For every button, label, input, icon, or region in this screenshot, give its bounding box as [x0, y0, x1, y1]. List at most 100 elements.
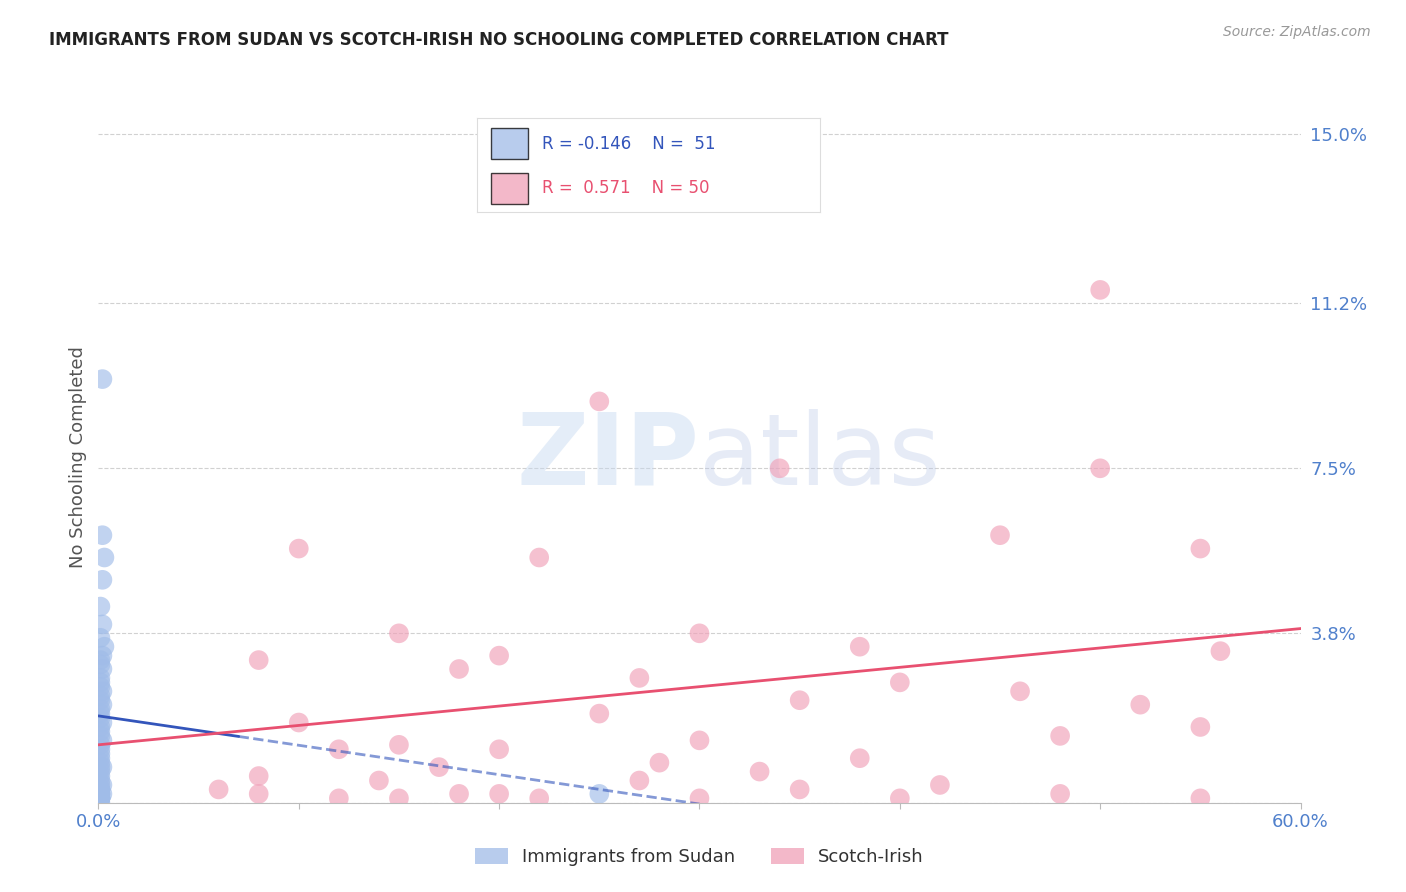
Point: [328, 791, 350, 805]
Point: [89, 778, 111, 792]
Y-axis label: No Schooling Completed: No Schooling Completed: [69, 346, 87, 568]
Point: [447, 787, 470, 801]
Point: [688, 791, 710, 805]
Point: [849, 640, 872, 654]
Point: [91, 372, 114, 386]
Point: [89, 729, 111, 743]
Point: [89, 791, 111, 805]
Point: [588, 706, 610, 721]
Point: [1129, 698, 1152, 712]
Point: [89, 760, 111, 774]
Point: [91, 662, 114, 676]
Point: [288, 715, 311, 730]
Point: [89, 675, 111, 690]
Point: [648, 756, 671, 770]
Point: [789, 693, 811, 707]
Point: [89, 671, 111, 685]
Point: [247, 653, 270, 667]
Point: [768, 461, 790, 475]
Point: [89, 791, 111, 805]
Point: [89, 653, 111, 667]
Point: [849, 751, 872, 765]
Point: [89, 631, 111, 645]
Point: [388, 791, 411, 805]
Point: [89, 769, 111, 783]
Point: [588, 787, 610, 801]
Point: [1330, 724, 1353, 739]
Point: [929, 778, 952, 792]
Point: [748, 764, 770, 779]
Point: [1189, 791, 1212, 805]
Point: [91, 617, 114, 632]
Point: [91, 760, 114, 774]
Point: [628, 773, 651, 788]
Point: [688, 626, 710, 640]
Point: [91, 778, 114, 792]
Text: IMMIGRANTS FROM SUDAN VS SCOTCH-IRISH NO SCHOOLING COMPLETED CORRELATION CHART: IMMIGRANTS FROM SUDAN VS SCOTCH-IRISH NO…: [49, 31, 949, 49]
Point: [89, 764, 111, 779]
Point: [91, 733, 114, 747]
Point: [328, 742, 350, 756]
Point: [89, 751, 111, 765]
Point: [1088, 461, 1111, 475]
Point: [89, 791, 111, 805]
Point: [89, 773, 111, 788]
Point: [529, 550, 551, 565]
Point: [89, 706, 111, 721]
Point: [447, 662, 470, 676]
Point: [89, 756, 111, 770]
Point: [427, 760, 450, 774]
Point: [89, 657, 111, 672]
Point: [1049, 729, 1071, 743]
Point: [89, 787, 111, 801]
Point: [93, 550, 115, 565]
Point: [488, 742, 510, 756]
Point: [368, 773, 391, 788]
Point: [889, 675, 911, 690]
Legend: Immigrants from Sudan, Scotch-Irish: Immigrants from Sudan, Scotch-Irish: [468, 840, 931, 873]
Point: [628, 671, 651, 685]
Point: [488, 787, 510, 801]
Point: [208, 782, 231, 797]
Text: Source: ZipAtlas.com: Source: ZipAtlas.com: [1223, 25, 1371, 39]
Point: [89, 738, 111, 752]
Point: [89, 782, 111, 797]
Point: [89, 680, 111, 694]
Point: [91, 528, 114, 542]
Point: [388, 738, 411, 752]
Point: [388, 626, 411, 640]
Point: [488, 648, 510, 663]
Point: [89, 724, 111, 739]
Point: [247, 769, 270, 783]
Point: [1189, 720, 1212, 734]
Point: [768, 158, 790, 172]
Text: atlas: atlas: [699, 409, 941, 506]
Point: [89, 787, 111, 801]
Point: [1189, 541, 1212, 556]
Point: [988, 528, 1011, 542]
Point: [1049, 787, 1071, 801]
Point: [889, 791, 911, 805]
Point: [588, 394, 610, 409]
Point: [89, 742, 111, 756]
Point: [1010, 684, 1032, 698]
Point: [91, 573, 114, 587]
Point: [93, 640, 115, 654]
Point: [288, 541, 311, 556]
Point: [89, 747, 111, 761]
Point: [789, 782, 811, 797]
Point: [91, 715, 114, 730]
Point: [89, 702, 111, 716]
Point: [91, 698, 114, 712]
Point: [89, 693, 111, 707]
Text: ZIP: ZIP: [516, 409, 699, 506]
Point: [529, 791, 551, 805]
Point: [91, 787, 114, 801]
Point: [89, 720, 111, 734]
Point: [89, 599, 111, 614]
Point: [91, 648, 114, 663]
Point: [91, 684, 114, 698]
Point: [1088, 283, 1111, 297]
Point: [89, 791, 111, 805]
Point: [89, 711, 111, 725]
